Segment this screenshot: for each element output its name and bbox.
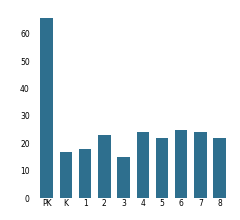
Bar <box>137 132 149 198</box>
Bar <box>156 138 168 198</box>
Bar <box>41 18 53 198</box>
Bar <box>194 132 207 198</box>
Bar <box>117 157 130 198</box>
Bar <box>60 152 72 198</box>
Bar <box>175 130 187 198</box>
Bar <box>213 138 226 198</box>
Bar <box>98 135 111 198</box>
Bar <box>79 149 91 198</box>
